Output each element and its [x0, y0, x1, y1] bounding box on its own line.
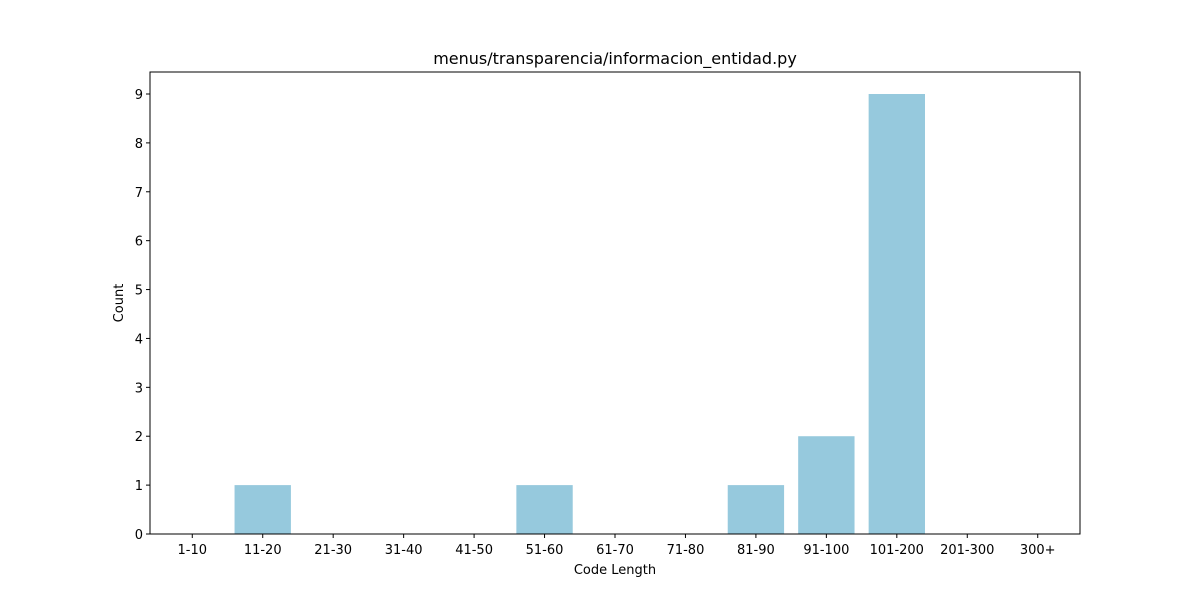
x-tick-label: 31-40 [385, 543, 423, 558]
y-tick-label: 7 [135, 186, 143, 201]
bar-81-90 [727, 485, 785, 534]
y-tick-label: 6 [135, 235, 143, 250]
chart-title: menus/transparencia/informacion_entidad.… [433, 49, 797, 69]
x-tick-label: 61-70 [596, 543, 634, 558]
y-tick-label: 1 [135, 479, 143, 494]
plot-frame [149, 71, 1081, 535]
x-axis: 1-10 11-20 21-30 31-40 41-50 51-60 61-70 71-80 8… [178, 534, 1056, 558]
bars-group [234, 94, 925, 534]
x-axis-label: Code Length [574, 563, 656, 578]
y-tick-label: 5 [135, 284, 143, 299]
x-tick-label: 21-30 [314, 543, 352, 558]
x-tick-label: 300+ [1020, 543, 1056, 558]
bar-101-200 [868, 94, 925, 534]
x-tick-label: 201-300 [940, 543, 994, 558]
y-axis: 0 1 2 3 4 5 6 7 8 9 [135, 88, 150, 543]
x-tick-label: 1-10 [178, 543, 208, 558]
y-tick-label: 4 [135, 332, 143, 347]
x-tick-label: 71-80 [667, 543, 705, 558]
x-tick-label: 91-100 [803, 543, 849, 558]
x-tick-label: 11-20 [244, 543, 282, 558]
x-tick-label: 41-50 [455, 543, 493, 558]
y-tick-label: 3 [135, 381, 143, 396]
y-tick-label: 8 [135, 137, 143, 152]
y-tick-label: 2 [135, 430, 143, 445]
bar-51-60 [516, 485, 573, 534]
y-tick-label: 0 [135, 528, 143, 543]
y-tick-label: 9 [135, 88, 143, 103]
x-tick-label: 51-60 [526, 543, 564, 558]
bar-91-100 [798, 436, 855, 534]
bar-11-20 [234, 485, 291, 534]
x-tick-label: 101-200 [870, 543, 924, 558]
x-tick-label: 81-90 [737, 543, 775, 558]
y-axis-label: Count [112, 284, 127, 323]
